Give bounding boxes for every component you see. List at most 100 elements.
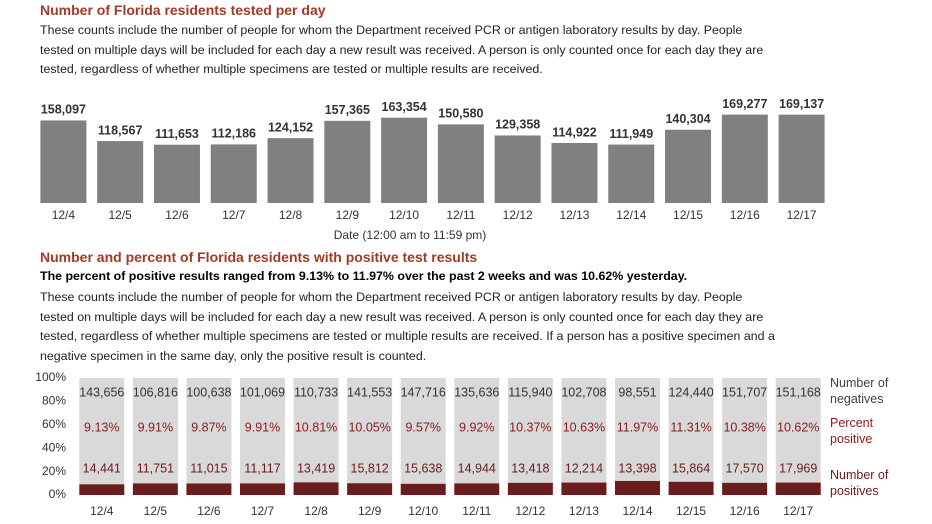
data-label: 102,708 [561,385,606,399]
x-tick-label: 12/14 [616,208,646,222]
x-tick-label: 12/6 [165,208,189,222]
x-tick-label: 12/12 [515,504,545,518]
data-label: 169,137 [779,97,824,111]
data-label: 124,440 [668,385,713,399]
legend-entry: Percent positive [830,416,874,446]
data-label: 13,419 [297,461,335,475]
data-label: 115,940 [508,385,552,399]
data-label: 101,069 [240,385,285,399]
x-tick-label: 12/13 [569,504,599,518]
bar-negative [347,378,393,484]
data-label: 9.92% [459,420,494,434]
data-label: 150,580 [438,107,483,121]
bar-negative [722,378,768,483]
data-label: 11,015 [190,461,227,475]
data-label: 157,365 [325,103,370,117]
data-label: 15,638 [404,461,442,475]
chart-description: These counts include the number of peopl… [40,23,764,76]
data-label: 10.63% [563,420,605,434]
data-label: 10.62% [777,420,819,434]
data-label: 15,812 [351,461,389,475]
data-label: 112,186 [212,127,257,141]
data-label: 110,733 [294,385,338,399]
x-tick-label: 12/10 [408,504,438,518]
chart-title: Number of Florida residents tested per d… [40,2,326,18]
data-label: 13,418 [511,461,549,475]
data-label: 9.57% [405,420,440,434]
data-label: 10.37% [509,420,551,434]
data-label: 15,864 [672,461,710,475]
x-tick-label: 12/14 [622,504,652,518]
legend-entry: Number of positives [830,468,889,498]
data-label: 147,716 [401,385,446,399]
data-label: 114,922 [552,125,597,139]
data-label: 151,168 [776,385,821,399]
data-label: 9.91% [245,420,280,434]
data-label: 10.38% [723,420,765,434]
bar-positive [132,483,178,495]
x-tick-label: 12/12 [503,208,533,222]
data-label: 9.91% [138,420,173,434]
bar [437,124,484,203]
bar [97,141,144,203]
bar-negative [240,378,285,484]
data-label: 143,656 [79,385,124,399]
bar-positive [240,483,285,495]
x-tick-label: 12/13 [559,208,589,222]
y-tick-label: 60% [42,417,66,431]
data-label: 140,304 [665,112,710,126]
data-label: 11,751 [137,461,174,475]
bar [267,138,314,203]
bar-positive [400,483,446,495]
data-label: 10.81% [295,420,337,434]
bar-negative [775,378,821,483]
x-tick-label: 12/5 [144,504,168,518]
data-label: 14,944 [458,461,496,475]
bar-positive [668,481,714,495]
data-label: 11.31% [670,420,711,434]
chart-title: Number and percent of Florida residents … [40,249,478,265]
x-tick-label: 12/4 [90,504,114,518]
bar-negative [79,378,125,485]
bar-negative [132,378,178,484]
bar-negative [454,378,500,484]
x-tick-label: 12/17 [787,208,817,222]
bar-positive [454,483,500,495]
bar [665,129,712,203]
bar-positive [722,482,768,495]
data-label: 158,097 [41,103,86,117]
x-tick-label: 12/9 [336,208,360,222]
data-label: 17,969 [779,461,817,475]
data-label: 129,358 [495,118,540,132]
data-label: 11,117 [244,461,280,475]
bar-positive [293,482,339,495]
x-tick-label: 12/11 [462,504,491,518]
bar [324,120,371,203]
data-label: 12,214 [565,461,603,475]
data-label: 141,553 [347,385,392,399]
data-label: 118,567 [98,123,143,137]
data-label: 11.97% [617,420,658,434]
chart-highlight: The percent of positive results ranged f… [40,269,688,283]
bar-negative [293,378,339,483]
bar-positive [507,482,553,495]
bar [551,142,598,203]
x-tick-label: 12/7 [222,208,246,222]
data-label: 98,551 [618,385,656,399]
bar-negative [400,378,446,484]
x-tick-label: 12/15 [673,208,703,222]
data-label: 169,277 [722,97,767,111]
y-tick-label: 40% [42,440,66,454]
x-tick-label: 12/9 [358,504,382,518]
bar-negative [561,378,607,483]
bar-negative [668,378,714,482]
data-label: 163,354 [382,100,427,114]
bar-negative [186,378,232,484]
bar-positive [561,482,607,495]
data-label: 17,570 [726,461,764,475]
y-tick-label: 100% [35,370,66,384]
data-label: 9.87% [191,420,226,434]
bar [721,114,768,203]
